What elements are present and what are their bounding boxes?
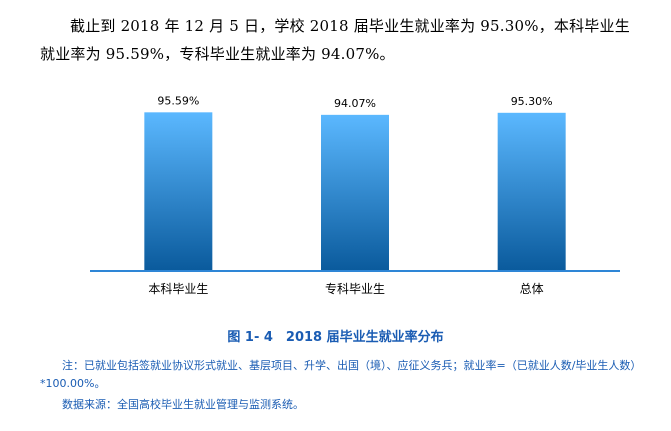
intro-paragraph: 截止到 2018 年 12 月 5 日，学校 2018 届毕业生就业率为 95.…: [40, 12, 640, 68]
figure-caption: 图 1- 4 2018 届毕业生就业率分布: [227, 330, 444, 345]
data-label-2: 95.30%: [511, 95, 553, 108]
figure-note: 注：已就业包括签就业协议形式就业、基层项目、升学、出国（境）、应征义务兵；就业率…: [40, 357, 640, 414]
bar-0: [144, 112, 213, 271]
tick-label-0: 本科毕业生: [148, 282, 208, 296]
bar-2: [497, 112, 566, 271]
note-text: 注：已就业包括签就业协议形式就业、基层项目、升学、出国（境）、应征义务兵；就业率…: [40, 359, 636, 390]
bar-chart: 95.59% 本科毕业生 94.07% 专科毕业生 95.30% 总体: [90, 94, 620, 296]
data-source-text: 数据来源：全国高校毕业生就业管理与监测系统。: [62, 398, 304, 411]
data-label-0: 95.59%: [157, 94, 199, 107]
bar-1: [321, 114, 389, 271]
intro-text: 截止到 2018 年 12 月 5 日，学校 2018 届毕业生就业率为 95.…: [40, 17, 630, 63]
data-label-1: 94.07%: [334, 97, 376, 110]
tick-label-2: 总体: [520, 282, 544, 296]
tick-label-1: 专科毕业生: [325, 281, 385, 296]
